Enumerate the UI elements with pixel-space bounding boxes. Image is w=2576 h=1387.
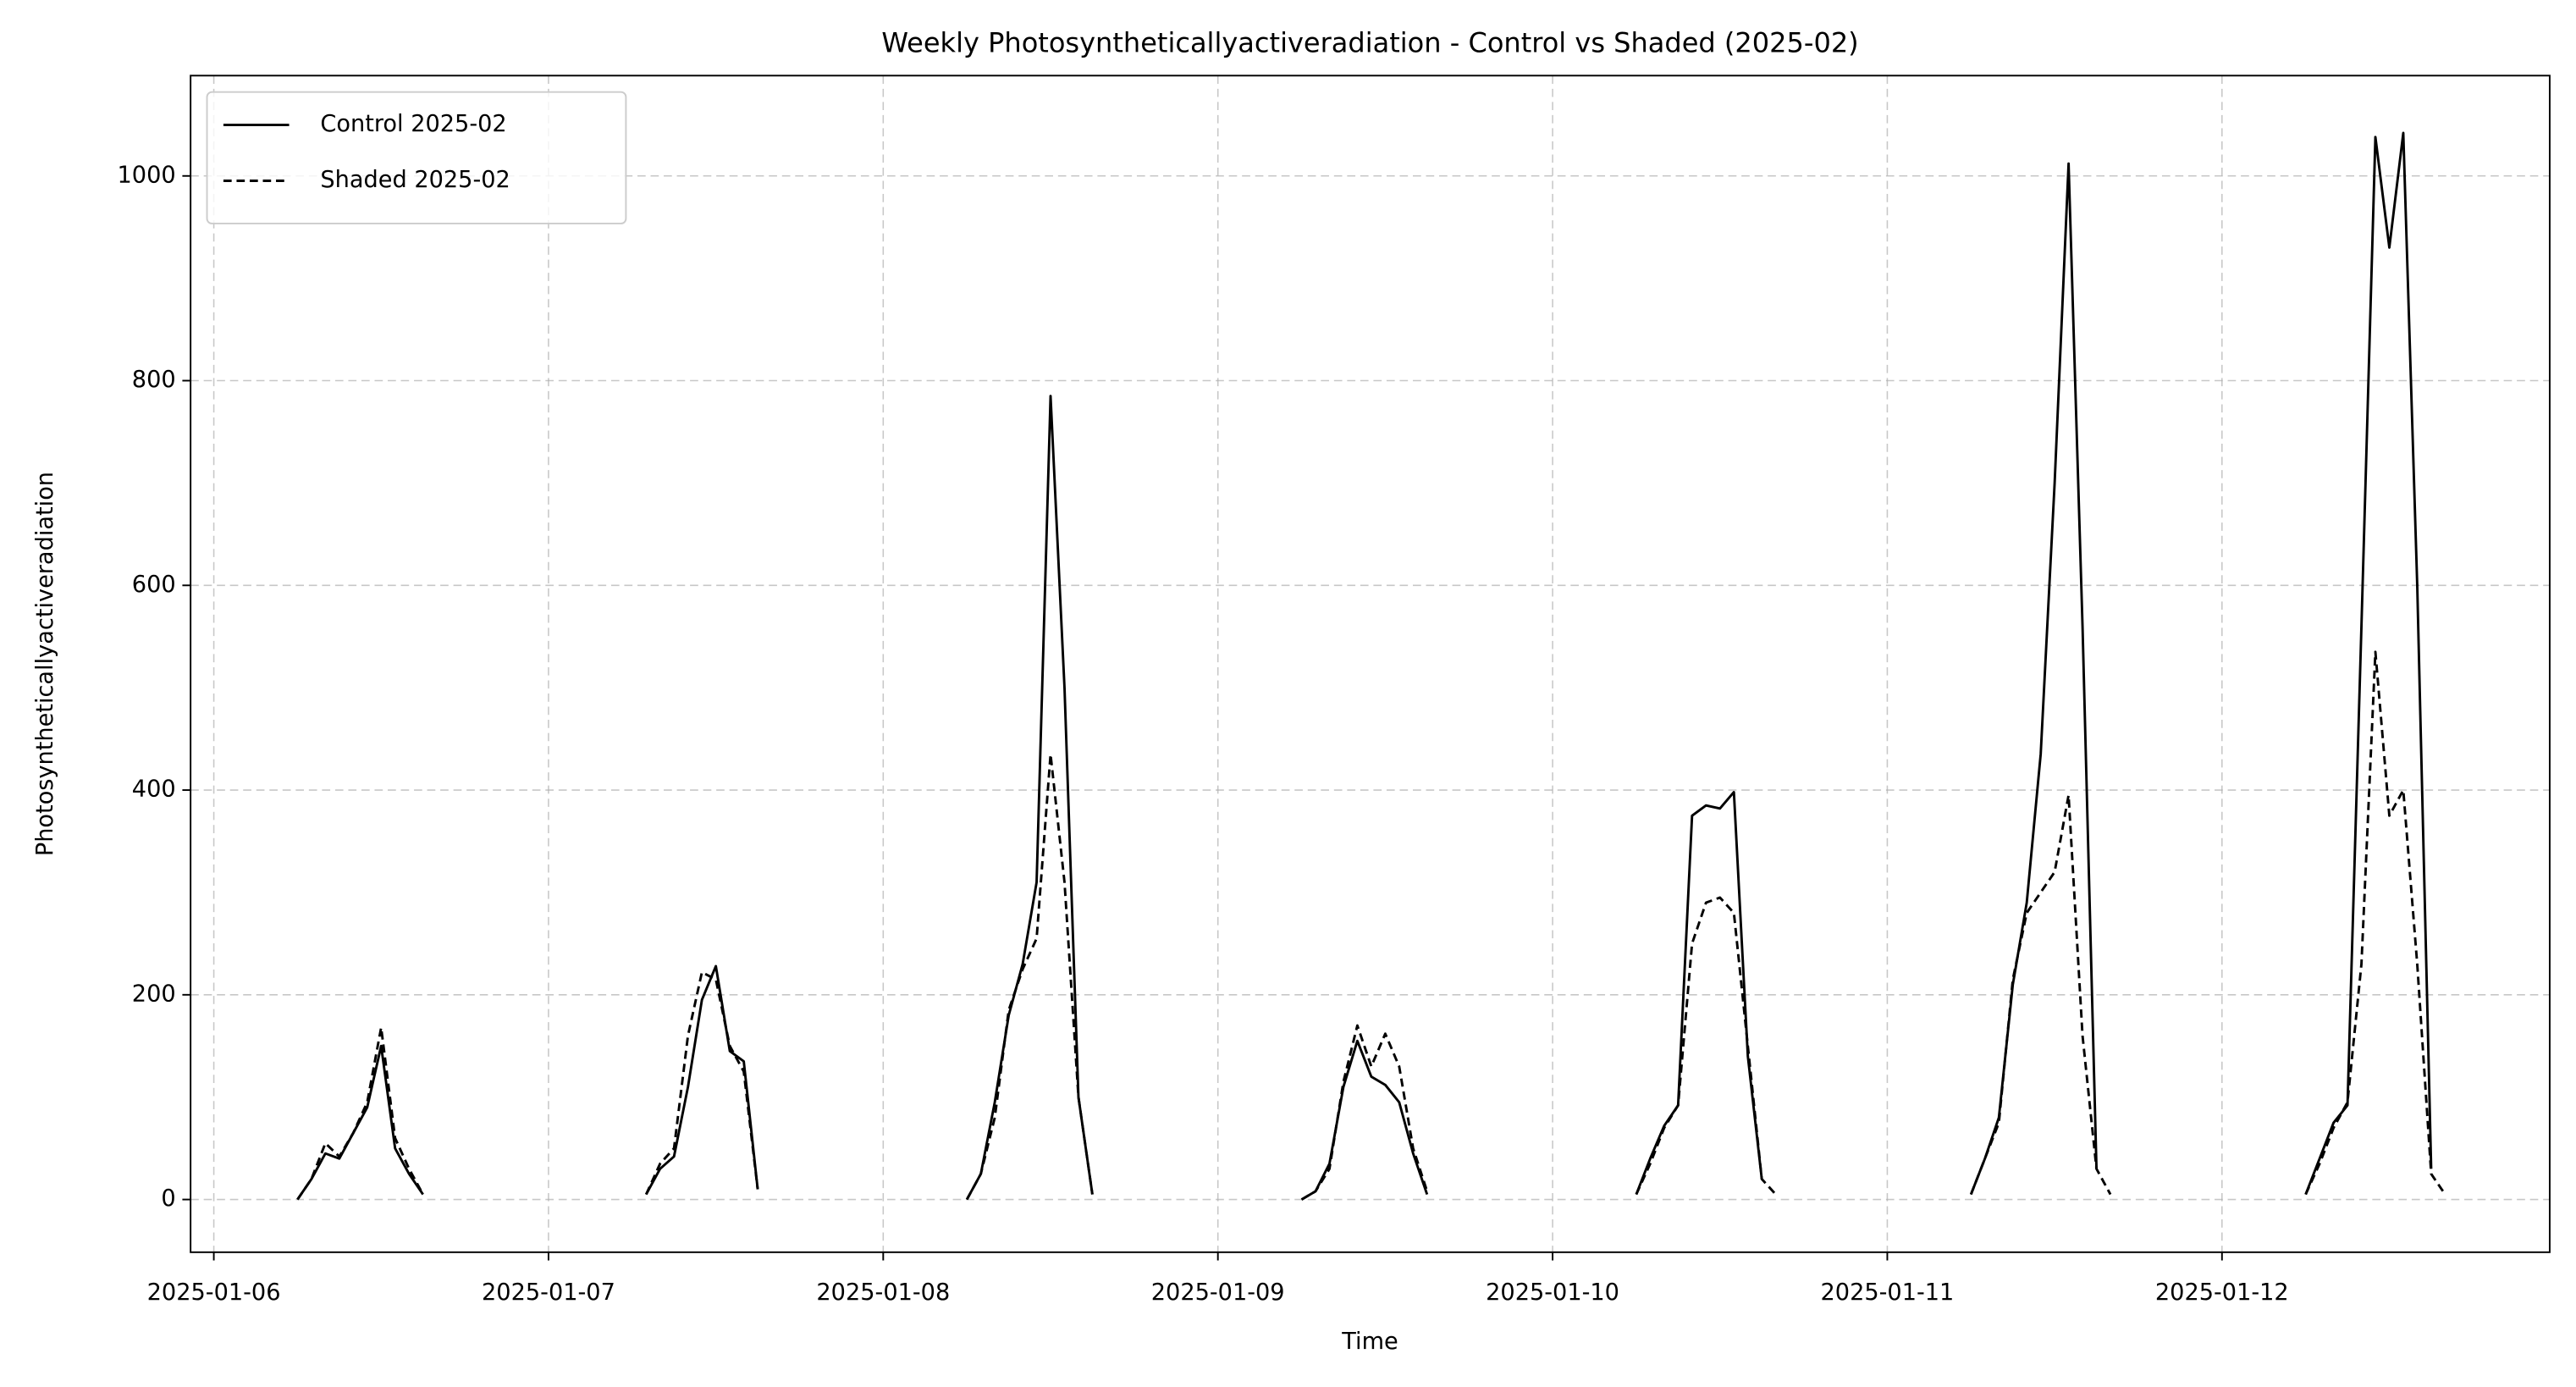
y-axis-label: Photosyntheticallyactiveradiation xyxy=(32,472,58,856)
legend-label: Control 2025-02 xyxy=(320,111,506,137)
y-tick-label: 0 xyxy=(161,1185,175,1212)
x-tick-label: 2025-01-06 xyxy=(147,1279,281,1306)
x-tick-label: 2025-01-07 xyxy=(482,1279,615,1306)
x-tick-label: 2025-01-12 xyxy=(2155,1279,2289,1306)
y-tick-label: 1000 xyxy=(118,162,176,188)
x-tick-label: 2025-01-11 xyxy=(1821,1279,1955,1306)
x-tick-label: 2025-01-10 xyxy=(1486,1279,1619,1306)
y-tick-label: 400 xyxy=(132,776,176,803)
legend-box xyxy=(206,91,627,224)
x-tick-label: 2025-01-09 xyxy=(1151,1279,1285,1306)
chart-title: Weekly Photosyntheticallyactiveradiation… xyxy=(881,26,1858,58)
data-line xyxy=(296,650,2446,1201)
y-tick-label: 800 xyxy=(132,367,176,393)
y-tick-label: 600 xyxy=(132,572,176,598)
x-axis-label: Time xyxy=(1341,1329,1398,1355)
plot-frame xyxy=(190,75,2551,1253)
legend-label: Shaded 2025-02 xyxy=(320,167,510,193)
y-tick-label: 200 xyxy=(132,981,176,1007)
x-tick-label: 2025-01-08 xyxy=(816,1279,950,1306)
